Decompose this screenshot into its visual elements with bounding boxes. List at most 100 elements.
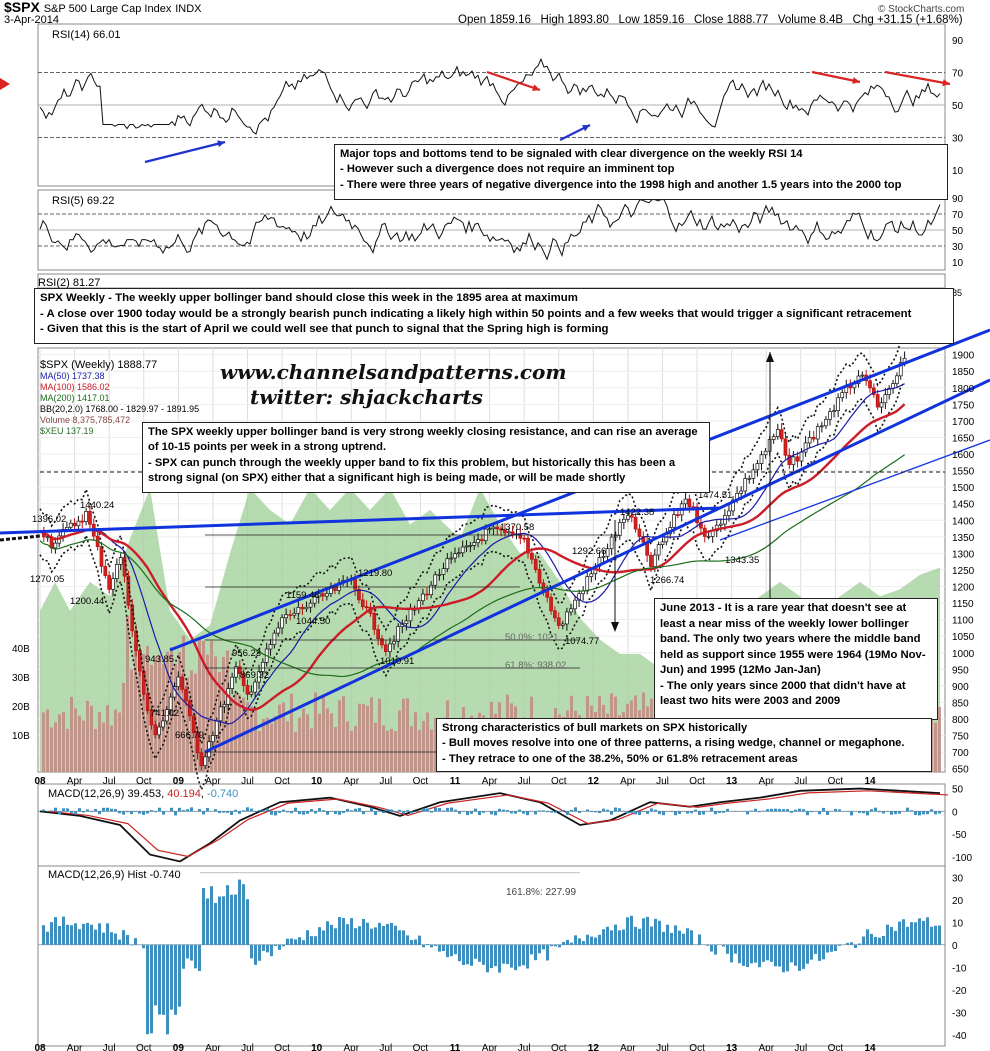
macd-hist-bar	[494, 811, 497, 816]
hist-tick: 30	[952, 873, 964, 884]
volume-bar	[254, 709, 257, 772]
hist-bar	[806, 944, 809, 964]
macd-hist-bar	[754, 808, 757, 812]
macd-hist-bar	[394, 811, 397, 813]
macd-hist-bar	[98, 811, 101, 815]
price-candle-body	[771, 436, 776, 440]
hist-bar	[678, 930, 681, 945]
macd-hist-bar	[482, 811, 485, 813]
macd-tick: -50	[952, 830, 967, 841]
price-candle-body	[312, 596, 317, 604]
volume-bar	[214, 656, 217, 772]
price-candle-body	[530, 552, 534, 560]
hist-bar	[674, 925, 677, 945]
volume-bar	[266, 717, 269, 772]
hist-bar	[130, 944, 133, 946]
hist-bar	[878, 937, 881, 945]
price-candle-body	[807, 437, 812, 444]
hist-bar	[242, 884, 245, 945]
macd-hist-bar	[934, 811, 937, 815]
volume-bar	[182, 635, 185, 772]
macd-hist-bar	[474, 808, 477, 812]
hist-bar	[258, 944, 261, 961]
price-tick-label: 1750	[952, 400, 975, 411]
rsi5-tick: 90	[952, 194, 964, 205]
volume-bar	[122, 682, 125, 772]
macd-hist-bar	[338, 811, 341, 815]
hist-bar	[106, 923, 109, 945]
price-tick-label: 1600	[952, 450, 975, 461]
price-candle-body	[176, 676, 181, 687]
volume-bar	[334, 726, 337, 772]
fib-label: 50.0%: 1021.	[505, 632, 561, 643]
hist-bar	[262, 944, 265, 951]
macd-hist-bar	[50, 810, 53, 812]
hist-bar	[426, 944, 429, 945]
chg-label: Chg	[852, 14, 874, 26]
june-note-line: June 2013 - It is a rare year that doesn…	[660, 602, 926, 677]
macd-hist-bar	[70, 811, 73, 814]
macd-hist-bar	[914, 811, 917, 816]
x-tick-label: 12	[588, 776, 600, 787]
macd-hist-bar	[602, 808, 605, 812]
hist-bar	[826, 944, 829, 953]
macd-hist-bar	[442, 810, 445, 812]
macd-hist-bar	[918, 811, 921, 816]
macd-hist-bar	[434, 807, 437, 812]
hist-bar	[730, 944, 733, 963]
rsi14-tick: 70	[952, 69, 964, 80]
macd-hist-bar	[234, 809, 237, 812]
hist-bar	[886, 924, 889, 945]
volume-bar	[202, 640, 205, 772]
macd-hist-bar	[302, 811, 305, 815]
price-candle-body	[652, 554, 657, 567]
macd-hist-bar	[578, 811, 581, 813]
hist-bar	[382, 925, 385, 945]
x-tick-label: Apr	[620, 776, 636, 787]
hist-tick: -10	[952, 963, 967, 974]
hist-bar	[502, 944, 505, 964]
hist-bar	[318, 927, 321, 945]
hist-bar	[478, 944, 481, 962]
hist-bar	[162, 944, 165, 1015]
price-candle-body	[755, 463, 760, 471]
hist-bar	[542, 944, 545, 950]
price-candle-body	[860, 374, 865, 377]
volume-bar	[134, 646, 137, 772]
hist-bar	[330, 924, 333, 945]
price-candle-body	[164, 709, 169, 722]
macd-hist-bar	[410, 811, 413, 814]
price-candle-body	[272, 632, 277, 645]
price-candle-body	[53, 542, 58, 549]
price-candle-body	[621, 518, 626, 523]
hist-bar	[58, 926, 61, 945]
macd-hist-bar	[182, 810, 185, 812]
volume-bar	[318, 713, 321, 772]
hist-bar	[934, 925, 937, 945]
price-candle-body	[629, 515, 634, 518]
price-candle-body	[743, 478, 748, 492]
price-candle-body	[747, 478, 752, 480]
hist-bar	[362, 918, 365, 945]
price-tick-label: 800	[952, 715, 969, 726]
price-candle-body	[791, 456, 796, 465]
rsi-note-line: - There were three years of negative div…	[340, 178, 902, 191]
macd-hist-bar	[870, 809, 873, 812]
price-tick-label: 1150	[952, 599, 974, 610]
macd-hist-bar	[114, 809, 117, 812]
hist-bar	[550, 944, 553, 947]
price-candle-body	[487, 528, 492, 531]
macd-hist-bar	[898, 811, 901, 814]
macd-hist-bar	[734, 810, 737, 812]
hist-bar	[526, 944, 529, 969]
hist-bar	[926, 917, 929, 945]
price-candle-body	[404, 620, 409, 624]
price-pivot-label: 1074.77	[565, 636, 599, 647]
price-candle-body	[683, 498, 688, 505]
macd-hist-bar	[294, 807, 297, 812]
hist-bar	[66, 924, 69, 945]
hist-bar	[558, 944, 561, 948]
hist-bar	[490, 944, 493, 968]
symbol: $SPX	[4, 0, 40, 15]
